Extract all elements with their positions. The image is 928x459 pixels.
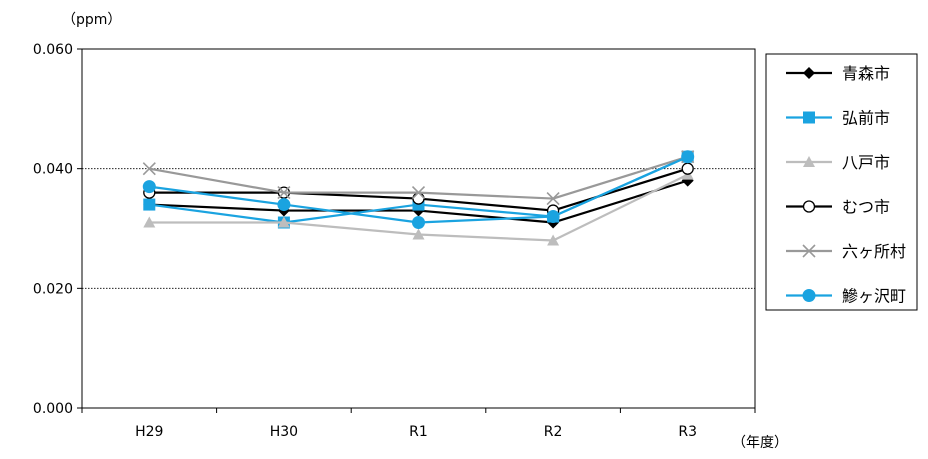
legend-marker [802,289,816,302]
legend-item: 鰺ヶ沢町 [786,287,906,306]
data-point [681,150,695,164]
x-tick-label: H30 [270,424,298,440]
data-point [412,216,425,230]
series-layer [142,150,695,246]
grid-lines [82,168,755,289]
legend-box [765,53,918,311]
data-point [277,216,290,228]
axes: 0.000 0.020 0.040 0.060 H29 H30 R1 R2 R3 [33,42,756,440]
legend-marker [802,200,816,213]
y-axis-label: （ppm） [62,12,121,28]
y-tick-label: 0.000 [33,401,73,417]
x-tick-label: R2 [544,424,563,440]
x-axis-label: （年度） [732,435,788,451]
data-point [681,162,694,175]
data-point [547,234,560,246]
data-point [143,216,156,228]
legend-item: 八戸市 [786,153,890,172]
data-point [546,210,560,224]
legend-label: 青森市 [842,64,890,83]
x-tick-label: R3 [678,424,697,440]
data-point [277,198,291,212]
plot-area [81,48,756,409]
x-tick-label: H29 [135,424,163,440]
data-point [142,180,156,194]
data-point [412,228,425,240]
legend-label: 弘前市 [842,109,890,128]
legend-marker [803,67,815,79]
data-point [411,186,426,200]
legend-label: 八戸市 [842,153,890,172]
legend-label: 鰺ヶ沢町 [842,287,906,306]
legend-item: 弘前市 [786,109,890,128]
legend-item: むつ市 [786,198,890,217]
data-point [277,186,291,200]
legend-marker [802,244,816,258]
legend-label: 六ヶ所村 [842,242,906,261]
legend-item: 青森市 [786,64,890,83]
x-tick-label: R1 [409,424,428,440]
legend-label: むつ市 [842,198,890,217]
legend-marker [803,156,815,167]
series-6 [142,150,695,230]
data-point [142,162,156,176]
y-tick-label: 0.060 [33,42,73,58]
legend-item: 六ヶ所村 [786,242,906,261]
y-tick-label: 0.020 [33,281,73,297]
legend-marker [803,111,815,124]
y-tick-label: 0.040 [33,162,73,178]
data-point [412,192,425,205]
data-point [143,198,156,211]
data-point [546,192,560,206]
